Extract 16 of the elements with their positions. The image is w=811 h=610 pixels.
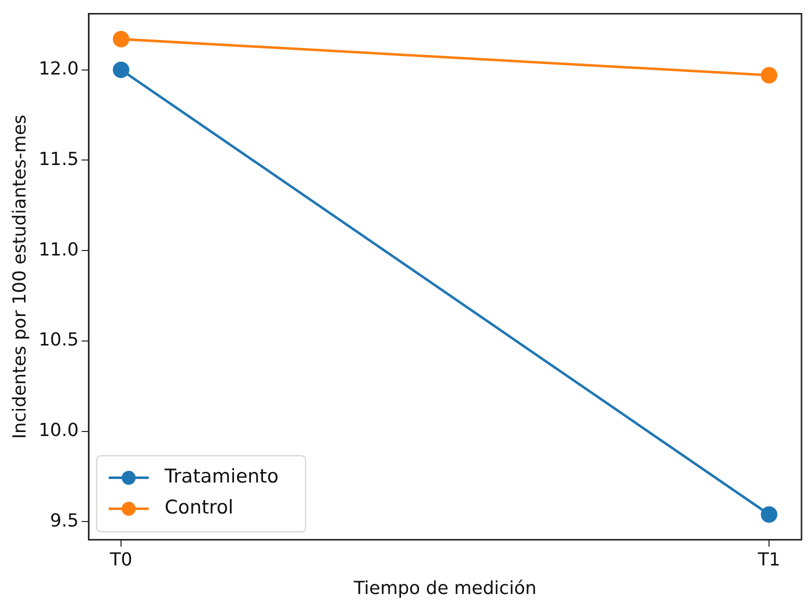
y-axis-title: Incidentes por 100 estudiantes-mes [9, 114, 30, 439]
point [760, 67, 778, 84]
point [112, 30, 130, 48]
y-tick-label: 12.0 [38, 58, 79, 80]
point [760, 506, 778, 523]
x-tick-label: T1 [756, 549, 780, 570]
legend-label: Control [164, 496, 234, 519]
y-tick-label: 10.0 [38, 420, 79, 442]
y-tick-label: 11.0 [38, 239, 79, 260]
x-axis-title: Tiempo de medición [352, 578, 536, 599]
legend-label: Tratamiento [164, 466, 279, 488]
y-tick-label: 10.5 [38, 330, 79, 351]
y-tick-label: 11.5 [38, 148, 79, 170]
x-tick-label: T0 [108, 549, 132, 570]
y-tick-label: 9.5 [50, 510, 79, 532]
point [112, 62, 130, 78]
